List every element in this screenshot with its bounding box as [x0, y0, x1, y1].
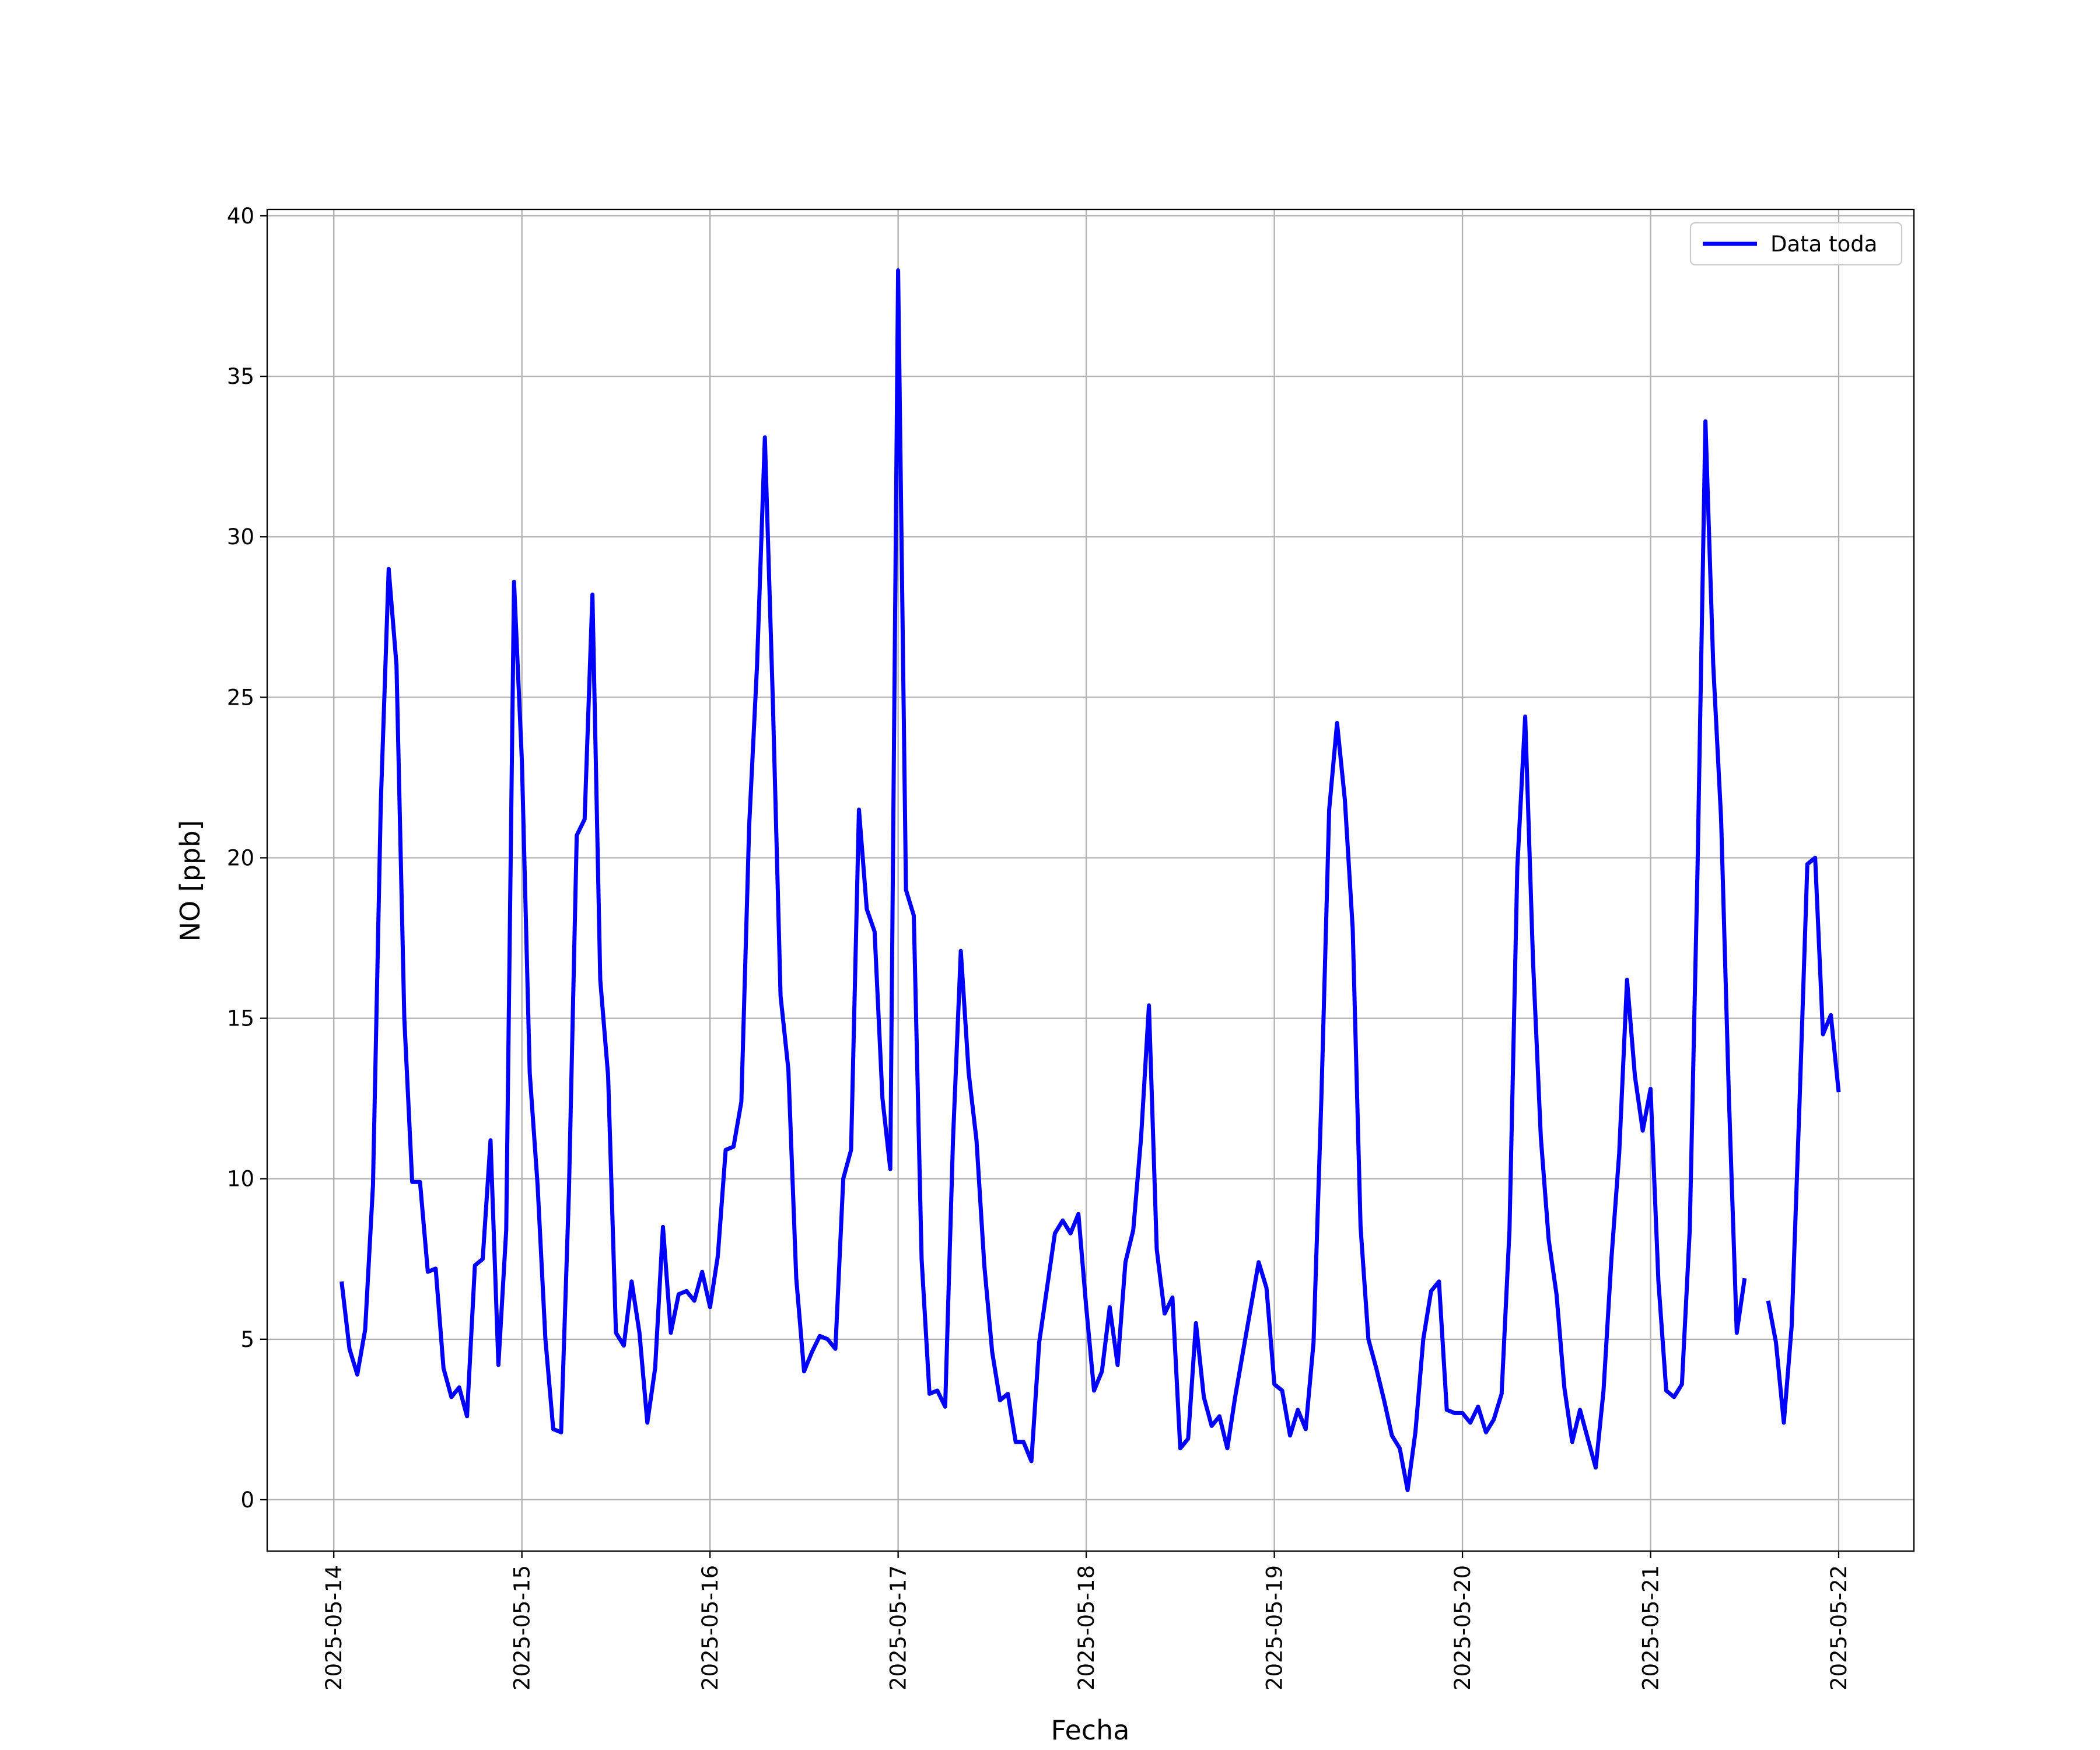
legend: Data toda: [1689, 222, 1903, 266]
y-tick-label: 35: [227, 364, 254, 389]
y-tick-label: 5: [240, 1327, 254, 1352]
y-axis-label: NO [ppb]: [174, 820, 206, 942]
x-tick-label: 2025-05-17: [886, 1565, 911, 1690]
x-tick-label: 2025-05-21: [1639, 1565, 1664, 1690]
data-line: [340, 268, 1841, 1492]
legend-label: Data toda: [1770, 232, 1877, 257]
y-tick-label: 10: [227, 1167, 254, 1192]
x-tick-label: 2025-05-20: [1450, 1565, 1475, 1690]
y-tick-label: 0: [240, 1488, 254, 1513]
x-tick-label: 2025-05-16: [698, 1565, 723, 1690]
x-axis-label: Fecha: [1051, 1714, 1130, 1746]
y-tick-label: 40: [227, 204, 254, 229]
x-tick-label: 2025-05-19: [1262, 1565, 1287, 1690]
x-tick-label: 2025-05-22: [1826, 1565, 1852, 1690]
y-tick-label: 25: [227, 685, 254, 710]
y-tick-label: 20: [227, 845, 254, 870]
x-tick-label: 2025-05-14: [321, 1565, 346, 1690]
plot-frame: [266, 208, 1915, 1552]
x-tick-label: 2025-05-18: [1074, 1565, 1099, 1690]
legend-box: [1689, 222, 1903, 266]
x-tick-label: 2025-05-15: [510, 1565, 535, 1690]
y-tick-label: 30: [227, 524, 254, 550]
y-tick-label: 15: [227, 1006, 254, 1031]
